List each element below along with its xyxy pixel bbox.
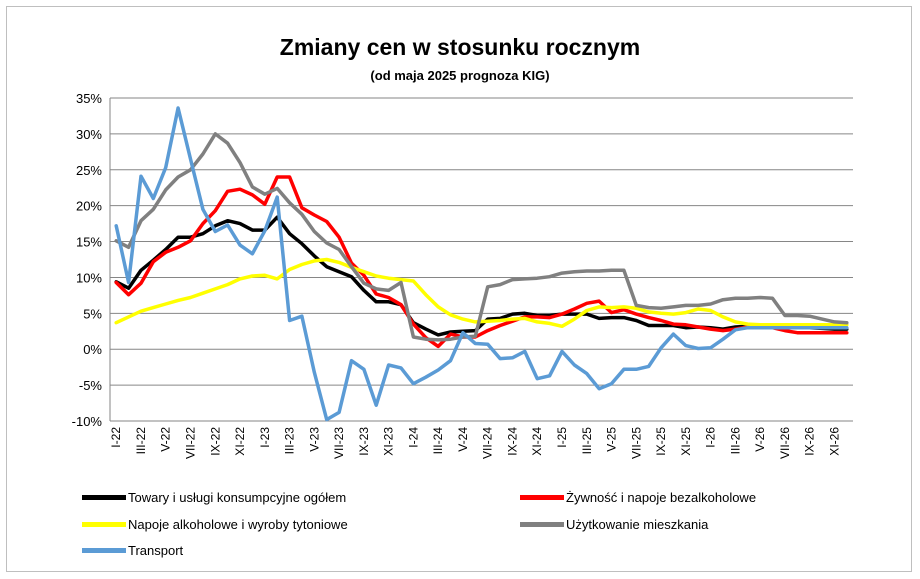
series-line [114,106,849,422]
legend-label-transport: Transport [128,542,184,558]
x-tick-label: IX-24 [505,427,519,456]
x-tick-label: I-22 [109,427,123,448]
x-tick-label: III-24 [431,427,445,455]
chart-frame [6,6,912,572]
y-tick-label: 15% [76,235,102,250]
series-line [114,257,849,329]
y-tick-label: 35% [76,91,102,106]
x-tick-label: III-23 [283,427,297,455]
x-tick-label: XI-22 [233,427,247,456]
series-line [114,175,849,349]
gridlines [109,97,853,422]
legend-item-total: Towary i usługi konsumpcyjne ogółem [82,488,346,506]
x-tick-label: VII-25 [629,427,643,459]
x-tick-label: I-26 [704,427,718,448]
x-tick-label: XI-24 [530,427,544,456]
x-tick-label: XI-26 [827,427,841,456]
x-tick-label: IX-23 [357,427,371,456]
legend-label-alcohol: Napoje alkoholowe i wyroby tytoniowe [128,516,348,532]
x-tick-label: I-24 [406,427,420,448]
x-tick-label: I-23 [258,427,272,448]
x-tick-label: IX-25 [654,427,668,456]
x-tick-label: I-25 [555,427,569,448]
chart-title: Zmiany cen w stosunku rocznym [279,34,641,60]
series-lines [114,106,849,422]
legend-item-transport: Transport [82,541,183,559]
x-tick-label: III-26 [728,427,742,455]
legend-swatch-food [520,494,564,500]
legend-swatch-total [82,494,126,500]
x-tick-label: VII-22 [183,427,197,459]
x-tick-label: V-22 [159,427,173,452]
x-tick-label: IX-22 [208,427,222,456]
x-tick-label: V-23 [307,427,321,452]
series-line [114,132,849,342]
y-tick-label: 30% [76,127,102,142]
legend-label-total: Towary i usługi konsumpcyjne ogółem [128,489,347,505]
x-tick-label: IX-26 [803,427,817,456]
y-tick-label: -5% [79,378,103,393]
y-tick-label: 10% [76,270,102,285]
x-tick-label: V-24 [456,427,470,452]
y-tick-label: 0% [83,342,102,357]
y-tick-label: 5% [83,306,102,321]
legend-swatch-transport [82,547,126,553]
x-tick-label: VII-24 [481,427,495,459]
x-tick-label: XI-23 [382,427,396,456]
y-axis-tick-labels: -10% -5% 0% 5% 10% 15% 20% 25% 30% 35% [72,91,103,429]
x-tick-label: VII-23 [332,427,346,459]
legend-item-food: Żywność i napoje bezalkoholowe [520,488,756,506]
y-tick-label: 20% [76,199,102,214]
chart-subtitle: (od maja 2025 prognoza KIG) [370,68,550,83]
legend-label-food: Żywność i napoje bezalkoholowe [566,489,757,505]
x-tick-label: V-25 [605,427,619,452]
y-tick-label: 25% [76,163,102,178]
y-tick-label: -10% [72,414,103,429]
x-axis-tick-labels: I-22 III-22 V-22 VII-22 IX-22 XI-22 I-23 III-23… [109,427,841,459]
x-tick-label: VII-26 [778,427,792,459]
x-tick-label: XI-25 [679,427,693,456]
legend-label-housing: Użytkowanie mieszkania [566,516,709,532]
legend-item-housing: Użytkowanie mieszkania [520,515,708,533]
legend-swatch-housing [520,521,564,527]
x-tick-label: V-26 [753,427,767,452]
x-tick-label: III-22 [134,427,148,455]
legend-swatch-alcohol [82,521,126,527]
x-tick-label: III-25 [580,427,594,455]
legend-item-alcohol: Napoje alkoholowe i wyroby tytoniowe [82,515,348,533]
